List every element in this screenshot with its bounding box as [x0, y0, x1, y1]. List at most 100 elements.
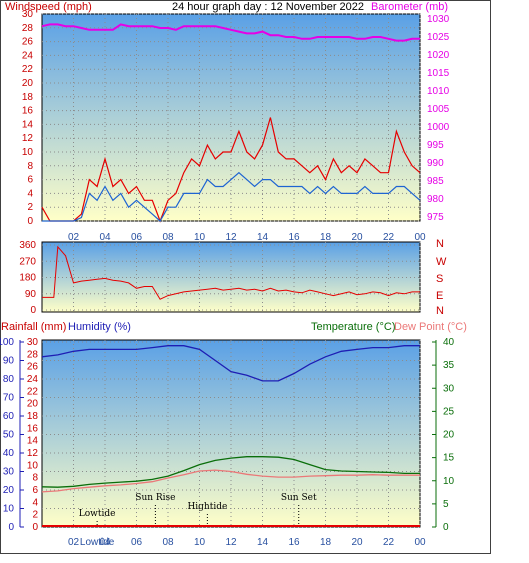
- rainfall-tick-label: 20: [27, 399, 39, 410]
- chart-title: 24 hour graph day : 12 November 2022: [172, 1, 364, 13]
- rainfall-tick-label: 10: [27, 460, 39, 471]
- windspeed-tick-label: 6: [27, 175, 33, 186]
- windspeed-tick-label: 18: [22, 92, 34, 103]
- compass-label: N: [436, 305, 444, 317]
- barometer-tick-label: 980: [427, 194, 444, 205]
- x-tick-label: 08: [162, 232, 174, 243]
- x-tick-label: 14: [257, 537, 269, 548]
- direction-tick-label: 270: [19, 256, 36, 267]
- event-annotations: Lowtide Sun Rise Hightide Sun Set: [79, 493, 317, 527]
- compass-label: N: [436, 238, 444, 250]
- direction-plot-area: [41, 241, 421, 313]
- wind-gust-series: [41, 117, 421, 223]
- rainfall-tick-label: 28: [27, 349, 39, 360]
- x-tick-label: 16: [288, 537, 300, 548]
- x-tick-label: 20: [351, 537, 363, 548]
- compass-label: W: [436, 256, 447, 268]
- windspeed-tick-label: 2: [27, 202, 33, 213]
- rainfall-tick-label: 18: [27, 411, 39, 422]
- humidity-tick-label: 100: [0, 337, 14, 348]
- barometer-tick-label: 1010: [427, 86, 450, 97]
- temperature-tick-label: 10: [443, 476, 455, 487]
- windspeed-tick-label: 30: [22, 9, 34, 20]
- barometer-tick-label: 990: [427, 158, 444, 169]
- windspeed-tick-label: 10: [22, 147, 34, 158]
- barometer-tick-label: 1020: [427, 50, 450, 61]
- wind-direction-series: [42, 245, 420, 300]
- direction-tick-label: 0: [30, 305, 36, 316]
- x-tick-label: 16: [288, 232, 300, 243]
- rainfall-tick-label: 22: [27, 386, 39, 397]
- temperature-tick-label: 5: [443, 499, 449, 510]
- windspeed-tick-label: 0: [27, 216, 33, 227]
- x-tick-label: 18: [320, 537, 332, 548]
- humidity-tick-labels: 0 10 20 30 40 50 60 70 80 90 100: [0, 337, 14, 533]
- windspeed-tick-label: 12: [22, 133, 34, 144]
- x-tick-label: 04: [99, 232, 111, 243]
- barometer-tick-label: 1025: [427, 32, 450, 43]
- humidity-tick-label: 80: [3, 374, 15, 385]
- x-tick-label: 20: [351, 232, 363, 243]
- windspeed-tick-label: 28: [22, 23, 34, 34]
- barometer-tick-label: 1005: [427, 104, 450, 115]
- humidity-tick-label: 30: [3, 467, 15, 478]
- direction-tick-label: 360: [19, 240, 36, 251]
- windspeed-tick-label: 22: [22, 64, 34, 75]
- barometer-tick-labels: 975 980 985 990 995 1000 1005 1010 1015 1020 1025 1…: [427, 14, 450, 223]
- rainfall-tick-label: 12: [27, 448, 39, 459]
- windspeed-tick-label: 26: [22, 37, 34, 48]
- temperature-series: [41, 456, 420, 488]
- rainfall-axis-label: Rainfall (mm): [1, 321, 66, 333]
- direction-tick-label: 90: [25, 289, 37, 300]
- barometer-series: [41, 23, 420, 42]
- wind-baro-x-tick-labels: 02 04 06 08 10 12 14 16 18 20 22 00: [68, 232, 426, 243]
- direction-tick-labels: 0 90 180 270 360: [19, 240, 36, 316]
- temperature-tick-label: 35: [443, 360, 455, 371]
- barometer-axis-label: Barometer (mb): [371, 1, 448, 13]
- barometer-tick-label: 1000: [427, 122, 450, 133]
- x-tick-label: 12: [225, 232, 237, 243]
- barometer-tick-label: 995: [427, 140, 444, 151]
- rainfall-tick-label: 0: [32, 522, 38, 533]
- wind-average-series: [42, 171, 421, 222]
- x-tick-label: 06: [131, 232, 143, 243]
- windspeed-tick-label: 16: [22, 106, 34, 117]
- humidity-tick-label: 20: [3, 485, 15, 496]
- rainfall-tick-label: 4: [32, 497, 38, 508]
- x-tick-label: 02: [68, 537, 80, 548]
- x-tick-label: 00: [414, 537, 426, 548]
- x-tick-label: 08: [162, 537, 174, 548]
- humidity-tick-label: 10: [3, 504, 15, 515]
- rainfall-tick-label: 2: [32, 510, 38, 521]
- temperature-tick-labels: 0 5 10 15 20 25 30 35 40: [443, 337, 455, 533]
- annotation-label: Hightide: [187, 502, 227, 512]
- x-tick-label: 12: [225, 537, 237, 548]
- windspeed-tick-label: 14: [22, 119, 34, 130]
- temperature-tick-label: 40: [443, 337, 455, 348]
- windspeed-axis-label: Windspeed (mph): [5, 1, 92, 13]
- wind-baro-plot-area: [41, 13, 421, 222]
- humidity-tick-label: 70: [3, 393, 15, 404]
- direction-tick-label: 180: [19, 273, 36, 284]
- rainfall-tick-label: 24: [27, 374, 39, 385]
- humidity-tick-label: 0: [8, 522, 14, 533]
- x-tick-label: 00: [414, 232, 426, 243]
- x-tick-label: 04: [99, 537, 111, 548]
- humidity-tick-label: 40: [3, 448, 15, 459]
- rainfall-tick-label: 6: [32, 485, 38, 496]
- barometer-tick-label: 1030: [427, 14, 450, 25]
- rainfall-tick-label: 16: [27, 423, 39, 434]
- dewpoint-series: [41, 469, 420, 493]
- rainfall-tick-label: 26: [27, 362, 39, 373]
- temperature-axis-label: Temperature (°C): [311, 321, 395, 333]
- barometer-tick-label: 975: [427, 212, 444, 223]
- x-tick-label: 10: [194, 232, 206, 243]
- humidity-tick-label: 50: [3, 430, 15, 441]
- windspeed-tick-label: 8: [27, 161, 33, 172]
- annotation-label: Sun Set: [281, 493, 317, 503]
- temperature-tick-label: 30: [443, 383, 455, 394]
